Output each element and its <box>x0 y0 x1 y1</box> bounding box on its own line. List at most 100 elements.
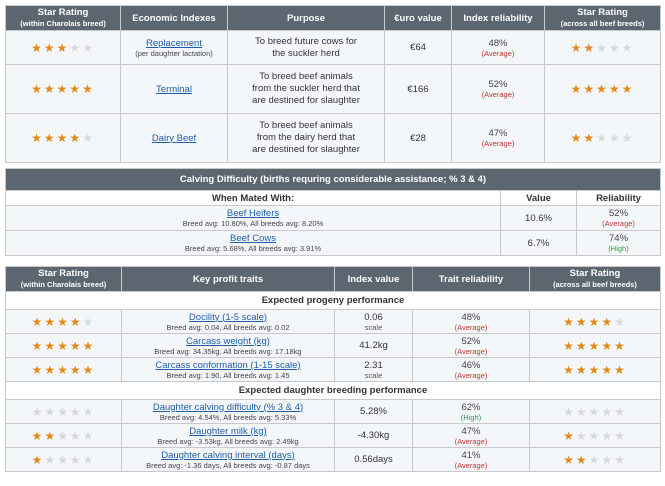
purpose-line: To breed beef animals <box>259 71 353 82</box>
purpose-line: are destined for slaughter <box>252 144 360 155</box>
stars-within-cell: ★★★★★ <box>5 30 121 65</box>
star-rating: ★★★★★ <box>31 82 95 96</box>
star-icon: ★ <box>614 404 627 419</box>
star-icon: ★ <box>69 362 83 377</box>
index-name-cell: Terminal <box>120 64 228 114</box>
star-icon: ★ <box>601 404 615 419</box>
star-icon: ★ <box>56 40 70 55</box>
trait-link[interactable]: Docility (1-5 scale) <box>188 311 268 323</box>
index-link[interactable]: Terminal <box>156 83 192 95</box>
calving-value: 10.6% <box>500 205 577 231</box>
star-icon: ★ <box>608 82 622 96</box>
header-star-rating-within: Star Rating (within Charolais breed) <box>5 5 121 31</box>
reliability-percent: 48% <box>461 311 481 323</box>
trait-link[interactable]: Daughter milk (kg) <box>189 425 267 437</box>
star-icon: ★ <box>621 131 635 145</box>
star-rating: ★★★★★ <box>32 405 96 419</box>
star-icon: ★ <box>31 362 45 377</box>
trait-name-cell: Daughter milk (kg) Breed avg: -3.53kg, Al… <box>121 423 335 448</box>
trait-link[interactable]: Carcass conformation (1-15 scale) <box>155 359 301 371</box>
stars-across-cell: ★★★★★ <box>544 113 661 163</box>
index-row: ★★★★★ Terminal To breed beef animals from t… <box>5 64 661 114</box>
trait-averages: Breed avg: 0.04, All breeds avg: 0.02 <box>166 322 290 332</box>
star-icon: ★ <box>82 452 96 467</box>
star-rating: ★★★★★ <box>563 429 627 443</box>
header-key-profit-traits: Key profit traits <box>121 266 335 292</box>
trait-link[interactable]: Daughter calving difficulty (% 3 & 4) <box>152 401 304 413</box>
reliability-percent: 62% <box>461 401 481 413</box>
star-icon: ★ <box>82 314 96 329</box>
star-icon: ★ <box>596 40 609 55</box>
calving-row: Beef Cows Breed avg: 5.68%, All breeds av… <box>5 230 662 256</box>
calving-link[interactable]: Beef Cows <box>230 233 276 244</box>
star-icon: ★ <box>69 404 83 419</box>
star-icon: ★ <box>57 428 70 443</box>
calving-averages: Breed avg: 10.80%, All breeds avg: 8.20% <box>182 219 324 228</box>
trait-value-cell: -4.30kg <box>334 423 413 448</box>
purpose-cell: To breed beef animals from the dairy herd… <box>227 113 385 163</box>
trait-averages: Breed avg: 1.90, All breeds avg: 1.45 <box>166 370 290 380</box>
reliability-label: (Average) <box>454 346 488 356</box>
trait-name-cell: Carcass conformation (1-15 scale) Breed a… <box>121 357 335 382</box>
star-icon: ★ <box>82 428 96 443</box>
star-icon: ★ <box>575 338 589 353</box>
calving-reliability-cell: 74% (High) <box>575 230 662 256</box>
trait-value: 2.31 <box>364 359 383 371</box>
index-link[interactable]: Replacement <box>146 37 202 49</box>
star-icon: ★ <box>31 40 44 55</box>
star-icon: ★ <box>614 362 627 377</box>
trait-value-cell: 0.56days <box>334 447 413 472</box>
star-icon: ★ <box>621 40 635 55</box>
star-icon: ★ <box>69 452 83 467</box>
star-icon: ★ <box>44 314 58 329</box>
trait-reliability-cell: 46% (Average) <box>412 357 530 382</box>
star-icon: ★ <box>69 338 83 353</box>
star-rating: ★★★★★ <box>31 131 95 145</box>
trait-link[interactable]: Daughter calving interval (days) <box>161 449 295 461</box>
stars-across-cell: ★★★★★ <box>544 64 661 114</box>
reliability-percent: 47% <box>461 425 481 437</box>
index-reliability-cell: 52% (Average) <box>451 64 545 114</box>
reliability-label: (Average) <box>481 90 515 99</box>
index-link[interactable]: Dairy Beef <box>151 132 197 144</box>
star-icon: ★ <box>588 428 602 443</box>
star-icon: ★ <box>563 404 576 419</box>
index-name-cell: Replacement (per daughter lactation) <box>120 30 228 65</box>
star-icon: ★ <box>82 362 96 377</box>
star-icon: ★ <box>57 404 70 419</box>
trait-value-cell: 2.31 scale <box>334 357 413 382</box>
trait-name-cell: Carcass weight (kg) Breed avg: 34.35kg, A… <box>121 333 335 358</box>
stars-across-cell: ★★★★★ <box>529 423 661 448</box>
star-icon: ★ <box>614 314 627 329</box>
star-icon: ★ <box>583 40 597 55</box>
star-rating: ★★★★★ <box>32 339 96 353</box>
calving-reliability-cell: 52% (Average) <box>575 205 662 231</box>
reliability-percent: 52% <box>461 335 481 347</box>
euro-value: €28 <box>384 113 452 163</box>
trait-link[interactable]: Carcass weight (kg) <box>186 335 270 347</box>
stars-within-cell: ★★★★★ <box>5 113 121 163</box>
stars-within-cell: ★★★★★ <box>5 423 122 448</box>
daughter-section-title: Expected daughter breeding performance <box>5 381 661 400</box>
euro-value: €166 <box>384 64 452 114</box>
header-star-rating-within: Star Rating (within Charolais breed) <box>5 266 122 292</box>
trait-reliability-cell: 41% (Average) <box>412 447 530 472</box>
calving-label-cell: Beef Heifers Breed avg: 10.80%, All breed… <box>5 205 501 231</box>
star-icon: ★ <box>82 131 95 145</box>
reliability-percent: 74% <box>609 233 629 244</box>
star-rating: ★★★★★ <box>563 363 627 377</box>
star-icon: ★ <box>69 314 83 329</box>
star-icon: ★ <box>601 452 615 467</box>
trait-value-cell: 0.06 scale <box>334 309 413 334</box>
purpose-line: To breed beef animals <box>259 120 353 131</box>
star-icon: ★ <box>44 428 58 443</box>
index-name-cell: Dairy Beef <box>120 113 228 163</box>
calving-averages: Breed avg: 5.68%, All breeds avg: 3.91% <box>184 244 322 253</box>
header-trait-reliability: Trait reliability <box>412 266 530 292</box>
economic-indexes-table: Star Rating (within Charolais breed) Econ… <box>5 5 661 163</box>
daughter-section-row: Expected daughter breeding performance <box>5 381 661 400</box>
header-mated-with: When Mated With: <box>5 190 501 206</box>
calving-link[interactable]: Beef Heifers <box>226 208 280 219</box>
trait-name-cell: Docility (1-5 scale) Breed avg: 0.04, All… <box>121 309 335 334</box>
star-icon: ★ <box>601 428 615 443</box>
